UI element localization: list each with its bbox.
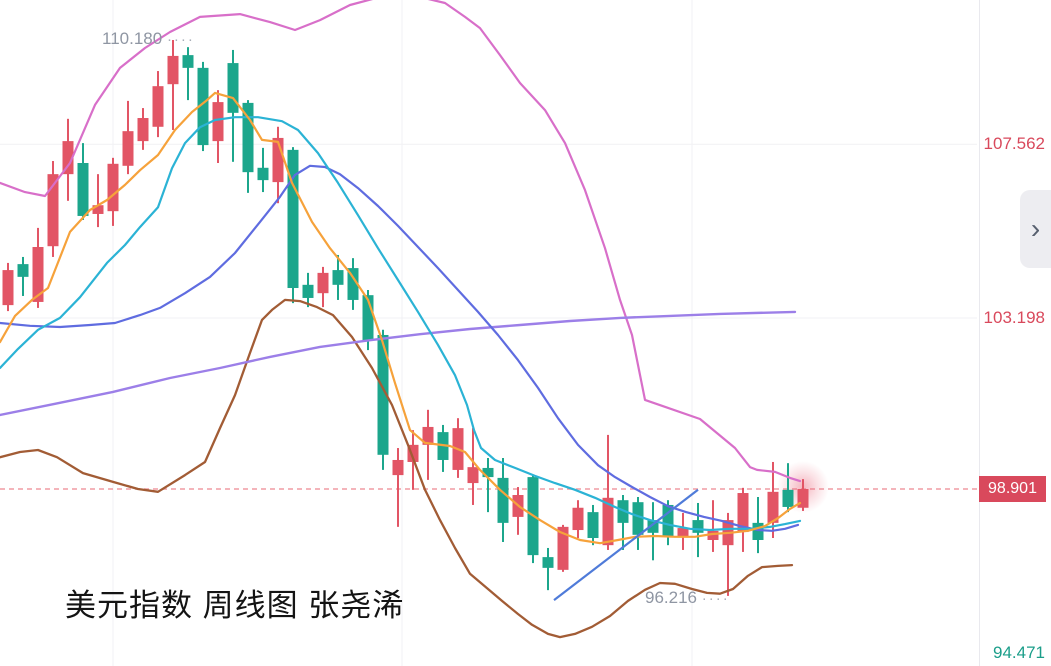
candle-up bbox=[2, 270, 14, 306]
ascending-trendline[interactable] bbox=[553, 488, 699, 601]
candle-down bbox=[662, 504, 674, 537]
indicator-lines bbox=[0, 0, 802, 639]
ma-brown-lower-band bbox=[0, 298, 794, 639]
candle-down bbox=[362, 295, 374, 341]
ma-long-purple bbox=[0, 310, 797, 417]
candle-down bbox=[287, 149, 299, 289]
candle-down bbox=[692, 520, 704, 533]
candle-up bbox=[107, 163, 119, 212]
candle-up bbox=[767, 491, 779, 523]
candle-down bbox=[632, 502, 644, 535]
candle-down bbox=[257, 167, 269, 181]
candle-down bbox=[482, 467, 494, 478]
candle-down bbox=[17, 264, 29, 277]
price-axis-panel bbox=[979, 0, 1051, 666]
candle-down bbox=[302, 284, 314, 298]
candle-up bbox=[557, 526, 569, 570]
low-price-marker: 96.216 ···· bbox=[645, 588, 730, 609]
candle-up bbox=[47, 174, 59, 247]
candle-down bbox=[647, 520, 659, 533]
candle-down bbox=[752, 522, 764, 540]
candle-up bbox=[677, 528, 689, 537]
grid-layer bbox=[0, 0, 977, 666]
candle-up bbox=[272, 137, 284, 183]
candle-down bbox=[242, 102, 254, 173]
candle-up bbox=[62, 141, 74, 175]
candle-down bbox=[227, 63, 239, 113]
candle-down bbox=[347, 268, 359, 300]
candle-up bbox=[122, 131, 134, 166]
candle-up bbox=[152, 86, 164, 127]
chevron-right-icon: › bbox=[1030, 213, 1041, 244]
candle-down bbox=[377, 334, 389, 455]
candle-up bbox=[467, 467, 479, 484]
candle-up bbox=[797, 489, 809, 508]
high-marker-dots-icon: ···· bbox=[166, 30, 195, 48]
candle-down bbox=[197, 67, 209, 146]
candle-down bbox=[587, 512, 599, 539]
axis-label-103198: 103.198 bbox=[983, 307, 1045, 327]
high-price-value: 110.180 bbox=[102, 28, 163, 48]
candle-down bbox=[332, 270, 344, 285]
collapse-panel-button[interactable]: › bbox=[1020, 190, 1051, 268]
candle-up bbox=[707, 530, 719, 540]
ma-cyan bbox=[0, 116, 802, 532]
candle-down bbox=[542, 557, 554, 568]
candle-down bbox=[182, 55, 194, 68]
boll-upper-band bbox=[0, 0, 802, 483]
high-price-marker: 110.180 ···· bbox=[102, 29, 195, 50]
candlestick-layer bbox=[2, 39, 809, 596]
candle-up bbox=[602, 497, 614, 546]
candle-up bbox=[167, 55, 179, 85]
low-price-value: 96.216 bbox=[645, 587, 697, 607]
candle-up bbox=[572, 507, 584, 531]
candle-down bbox=[497, 477, 509, 523]
candle-up bbox=[212, 102, 224, 142]
candle-down bbox=[77, 163, 89, 216]
candle-up bbox=[32, 247, 44, 302]
candle-up bbox=[92, 205, 104, 214]
candle-up bbox=[392, 459, 404, 476]
axis-label-107562: 107.562 bbox=[983, 134, 1045, 154]
candle-up bbox=[422, 426, 434, 445]
candle-up bbox=[317, 272, 329, 294]
current-price-tag: 98.901 bbox=[979, 476, 1046, 502]
candle-up bbox=[137, 118, 149, 142]
ma-orange bbox=[0, 91, 802, 545]
low-marker-dots-icon: ···· bbox=[701, 589, 730, 607]
axis-label-94471: 94.471 bbox=[993, 643, 1045, 662]
ma-indigo bbox=[0, 164, 800, 532]
candle-down bbox=[782, 489, 794, 507]
chart-title-watermark: 美元指数 周线图 张尧浠 bbox=[65, 588, 405, 623]
candle-up bbox=[407, 444, 419, 462]
candle-up bbox=[737, 493, 749, 533]
